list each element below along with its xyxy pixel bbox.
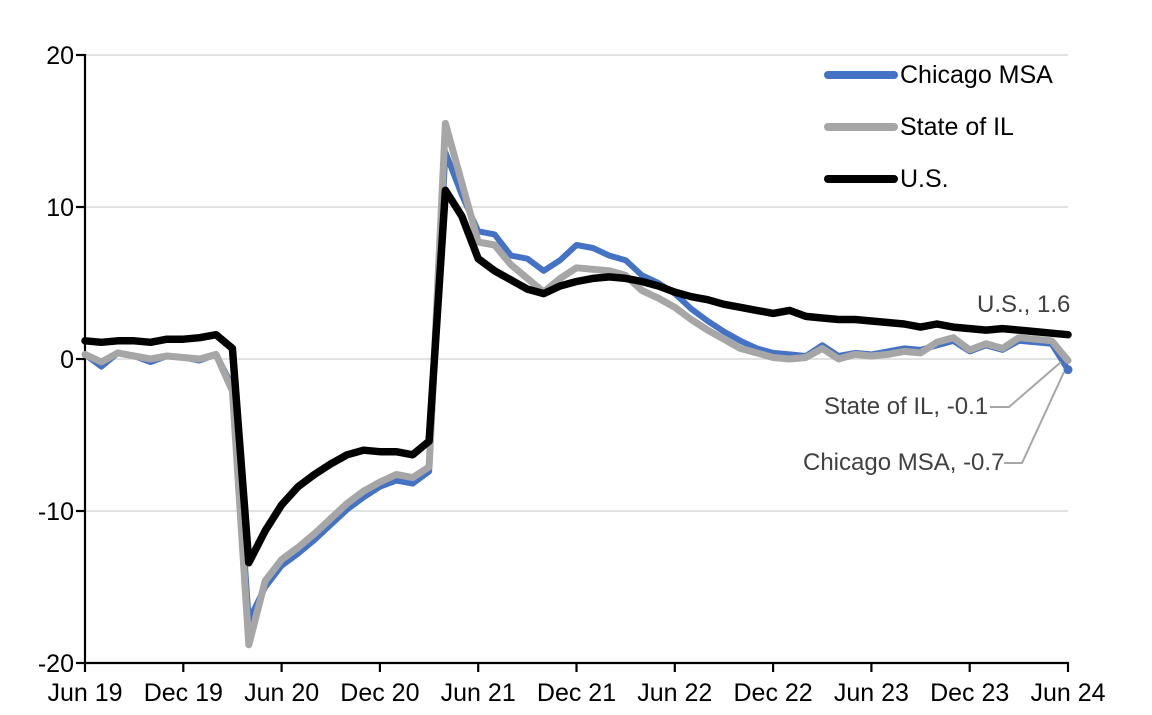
x-tick-labels: Jun 19 Dec 19 Jun 20 Dec 20 Jun 21 Dec 21 Jun … (47, 679, 1105, 707)
legend-item-chicago-msa: Chicago MSA (824, 49, 1053, 101)
legend-swatch-state-of-il (824, 123, 898, 131)
x-tick-label: Jun 23 (834, 679, 909, 707)
x-tick-label: Jun 21 (441, 679, 516, 707)
legend-swatch-us (824, 175, 898, 183)
y-tick-label: 20 (46, 42, 74, 70)
end-marker-chicago-msa (1063, 365, 1073, 375)
annotation-chicago-msa: Chicago MSA, -0.7 (803, 449, 1005, 476)
x-tick-label: Jun 24 (1030, 679, 1105, 707)
y-tick-label: -10 (38, 498, 74, 526)
series-line-state-of-il (81, 119, 1072, 649)
y-tick-labels: -20 -10 0 10 20 (38, 42, 74, 678)
x-tick-label: Jun 22 (637, 679, 712, 707)
x-tick-label: Dec 19 (144, 679, 223, 707)
x-tick-label: Jun 20 (244, 679, 319, 707)
legend-item-us: U.S. (824, 153, 1053, 205)
x-tick-label: Dec 20 (340, 679, 419, 707)
annotation-us: U.S., 1.6 (977, 291, 1071, 318)
y-tick-label: -20 (38, 650, 74, 678)
y-gridlines (85, 54, 1068, 512)
x-tick-label: Dec 21 (537, 679, 616, 707)
legend-item-state-of-il: State of IL (824, 101, 1053, 153)
series-lines (81, 119, 1073, 649)
axes (76, 53, 1070, 672)
x-tick-label: Dec 22 (733, 679, 812, 707)
y-tick-label: 0 (60, 346, 74, 374)
series-line-u-s- (81, 186, 1072, 567)
annotation-state-of-il: State of IL, -0.1 (824, 393, 989, 420)
x-tick-label: Dec 23 (930, 679, 1009, 707)
legend-label-us: U.S. (900, 164, 949, 193)
legend-label-chicago-msa: Chicago MSA (900, 60, 1053, 89)
legend: Chicago MSA State of IL U.S. (824, 49, 1053, 205)
legend-swatch-chicago-msa (824, 71, 898, 79)
x-tick-label: Jun 19 (47, 679, 122, 707)
legend-label-state-of-il: State of IL (900, 112, 1014, 141)
y-tick-label: 10 (46, 194, 74, 222)
